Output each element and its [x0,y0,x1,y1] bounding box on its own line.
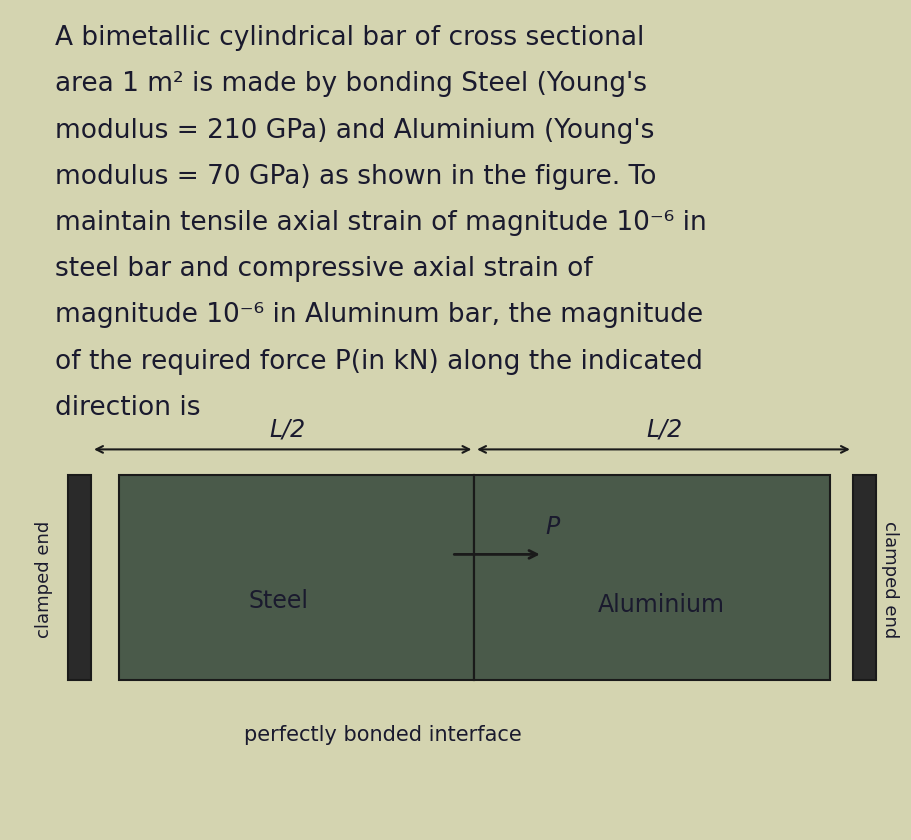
Text: Steel: Steel [248,589,308,612]
Text: Aluminium: Aluminium [597,593,724,617]
Text: modulus = 210 GPa) and Aluminium (Young's: modulus = 210 GPa) and Aluminium (Young'… [55,118,653,144]
Bar [118,475,474,680]
Text: clamped end: clamped end [35,521,53,638]
Text: A bimetallic cylindrical bar of cross sectional: A bimetallic cylindrical bar of cross se… [55,25,643,51]
Text: modulus = 70 GPa) as shown in the figure. To: modulus = 70 GPa) as shown in the figure… [55,164,656,190]
Text: L/2: L/2 [645,417,681,441]
Bar [474,475,829,680]
Text: P: P [545,515,559,539]
Text: magnitude 10⁻⁶ in Aluminum bar, the magnitude: magnitude 10⁻⁶ in Aluminum bar, the magn… [55,302,702,328]
Text: clamped end: clamped end [880,521,898,638]
Text: of the required force P(in kN) along the indicated: of the required force P(in kN) along the… [55,349,701,375]
Text: maintain tensile axial strain of magnitude 10⁻⁶ in: maintain tensile axial strain of magnitu… [55,210,706,236]
Text: perfectly bonded interface: perfectly bonded interface [244,725,521,745]
Text: steel bar and compressive axial strain of: steel bar and compressive axial strain o… [55,256,592,282]
Text: L/2: L/2 [269,417,305,441]
Bar [68,475,91,680]
Text: direction is: direction is [55,395,200,421]
Bar [852,475,875,680]
Text: area 1 m² is made by bonding Steel (Young's: area 1 m² is made by bonding Steel (Youn… [55,71,646,97]
